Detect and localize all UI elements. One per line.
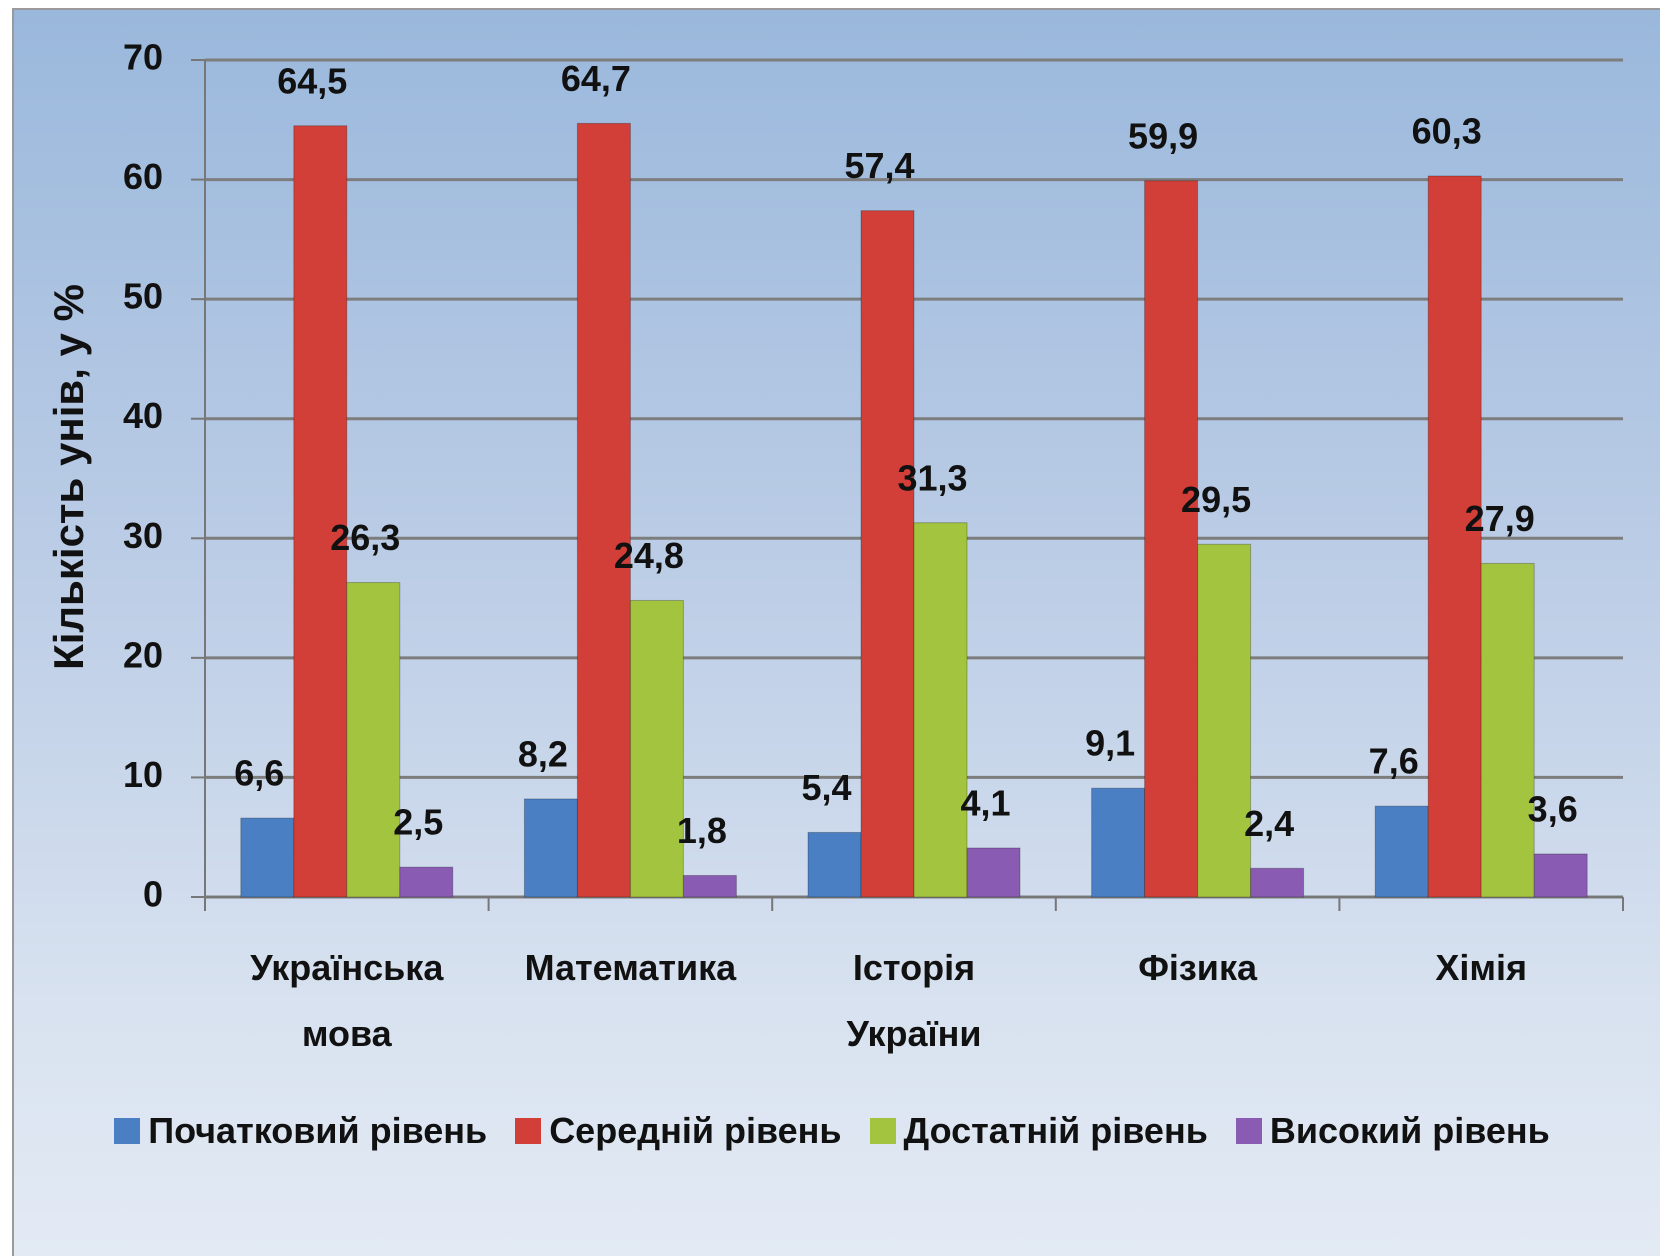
- bar: [682, 874, 737, 898]
- y-tick-label: 70: [123, 37, 163, 78]
- y-tick-label: 10: [123, 754, 163, 795]
- legend-item: Початковий рівень: [114, 1110, 487, 1152]
- data-label: 1,8: [677, 810, 727, 851]
- y-tick-label: 30: [123, 515, 163, 556]
- x-tick-label: Хімія: [1435, 947, 1528, 988]
- data-label: 64,5: [277, 60, 347, 101]
- data-label: 24,8: [614, 535, 684, 576]
- bar: [1374, 805, 1429, 898]
- legend-swatch: [114, 1118, 141, 1144]
- bar: [1197, 543, 1252, 898]
- data-label: 29,5: [1181, 479, 1251, 520]
- bar: [293, 125, 348, 898]
- bar: [399, 866, 454, 898]
- bar: [860, 210, 915, 898]
- x-tick-label: Фізика: [1138, 947, 1257, 988]
- data-label: 31,3: [897, 457, 967, 498]
- bar: [1480, 562, 1535, 898]
- y-tick-label: 50: [123, 276, 163, 317]
- x-tick-label: Українська мова: [250, 947, 444, 1054]
- data-label: 60,3: [1412, 110, 1482, 151]
- legend: Початковий рівень Середній рівень Достатні…: [0, 1110, 1664, 1152]
- bar: [1091, 787, 1146, 898]
- x-tick-label: Історія України: [846, 947, 982, 1054]
- bar: [240, 817, 295, 898]
- bar: [346, 582, 401, 898]
- legend-item: Високий рівень: [1235, 1110, 1550, 1152]
- bar: [629, 599, 684, 898]
- data-label: 64,7: [561, 58, 631, 99]
- bar: [523, 798, 578, 898]
- legend-label: Початковий рівень: [148, 1110, 488, 1151]
- data-label: 59,9: [1128, 115, 1198, 156]
- bar: [913, 522, 968, 898]
- legend-label: Середній рівень: [549, 1110, 842, 1151]
- legend-item: Достатній рівень: [869, 1110, 1208, 1152]
- bar: [576, 122, 631, 898]
- bar: [1250, 867, 1305, 898]
- bar: [1427, 175, 1482, 898]
- y-tick-label: 40: [123, 395, 163, 436]
- y-axis-title: Кількість унів, у %: [45, 284, 92, 670]
- data-label: 3,6: [1528, 788, 1578, 829]
- y-tick-label: 20: [123, 634, 163, 675]
- data-label: 2,4: [1244, 803, 1294, 844]
- data-label: 26,3: [330, 517, 400, 558]
- legend-swatch: [1235, 1118, 1262, 1144]
- legend-swatch: [869, 1118, 896, 1144]
- y-tick-label: 0: [143, 874, 163, 915]
- data-label: 6,6: [234, 753, 284, 794]
- data-label: 57,4: [844, 145, 914, 186]
- data-label: 27,9: [1465, 498, 1535, 539]
- legend-label: Достатній рівень: [903, 1110, 1208, 1151]
- bar: [807, 831, 862, 898]
- bar: [1144, 180, 1199, 898]
- data-label: 5,4: [801, 767, 851, 808]
- data-label: 4,1: [960, 782, 1010, 823]
- y-tick-label: 60: [123, 156, 163, 197]
- legend-label: Високий рівень: [1269, 1110, 1550, 1151]
- bar: [1533, 853, 1588, 898]
- legend-item: Середній рівень: [515, 1110, 842, 1152]
- data-label: 2,5: [393, 802, 443, 843]
- chart-frame: [12, 8, 1660, 1256]
- data-label: 7,6: [1369, 741, 1419, 782]
- x-tick-label: Математика: [524, 947, 737, 988]
- bar: [966, 847, 1021, 898]
- data-label: 8,2: [518, 733, 568, 774]
- legend-swatch: [515, 1118, 542, 1144]
- data-label: 9,1: [1085, 723, 1135, 764]
